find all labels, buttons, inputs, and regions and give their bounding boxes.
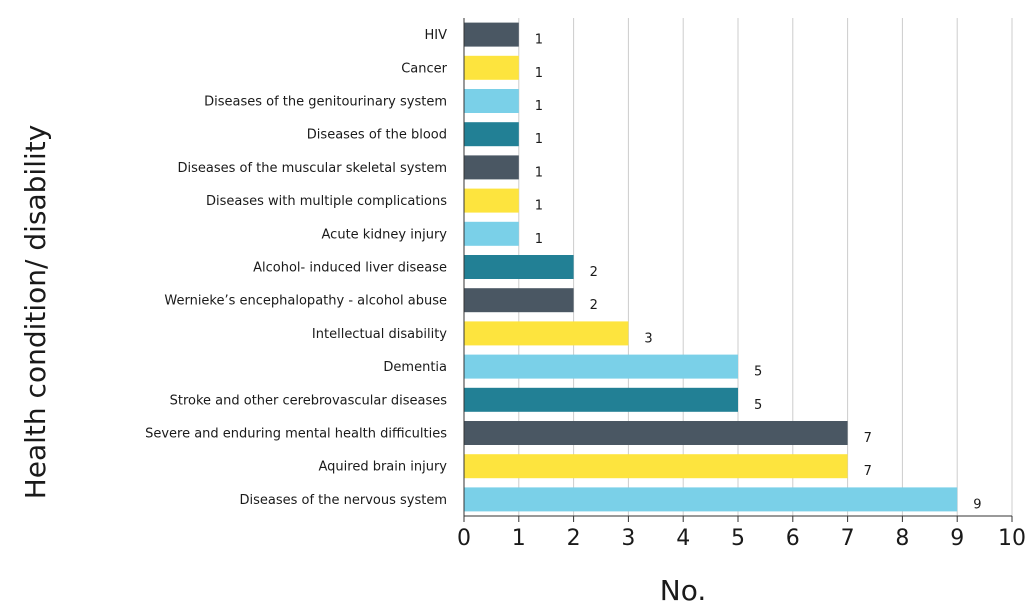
- bar: [464, 122, 519, 147]
- data-label: 5: [754, 365, 762, 380]
- x-tick-label: 9: [950, 526, 964, 551]
- x-tick-label: 1: [512, 526, 526, 551]
- x-tick-label: 5: [731, 526, 745, 551]
- bar: [464, 22, 519, 47]
- category-label: Stroke and other cerebrovascular disease…: [170, 393, 448, 408]
- data-label: 2: [590, 265, 598, 280]
- bar: [464, 221, 519, 246]
- bar: [464, 387, 738, 412]
- data-label: 3: [644, 331, 652, 346]
- x-tick-label: 7: [841, 526, 855, 551]
- category-label: Severe and enduring mental health diffic…: [145, 427, 447, 442]
- data-label: 1: [535, 33, 543, 48]
- data-label: 2: [590, 298, 598, 313]
- x-tick-label: 10: [998, 526, 1026, 551]
- x-tick-label: 0: [457, 526, 471, 551]
- category-label: Diseases of the blood: [307, 128, 447, 143]
- data-label: 1: [535, 232, 543, 247]
- category-label: Acute kidney injury: [322, 227, 448, 242]
- bar: [464, 321, 629, 346]
- data-label: 1: [535, 66, 543, 81]
- category-label: Dementia: [383, 360, 447, 375]
- bars: [464, 22, 958, 512]
- x-tick-label: 2: [567, 526, 581, 551]
- data-label: 9: [973, 497, 981, 512]
- x-tick-label: 4: [676, 526, 690, 551]
- bar: [464, 155, 519, 180]
- data-label: 1: [535, 199, 543, 214]
- bar: [464, 55, 519, 80]
- labels: 0 1 2 3 4 5 6 7 8 9 10 HIV 1 Cancer 1 Diseases of the g…: [145, 28, 1026, 551]
- category-label: Wernieke’s encephalopathy - alcohol abus…: [164, 294, 447, 309]
- category-label: Diseases with multiple complications: [206, 194, 447, 209]
- data-label: 1: [535, 165, 543, 180]
- category-label: Alcohol- induced liver disease: [253, 261, 447, 276]
- bar: [464, 421, 848, 445]
- category-label: Diseases of the genitourinary system: [204, 95, 447, 110]
- category-label: Aquired brain injury: [319, 460, 448, 475]
- category-label: Intellectual disability: [312, 327, 447, 342]
- bar: [464, 487, 958, 512]
- x-tick-label: 8: [895, 526, 909, 551]
- category-label: Diseases of the muscular skeletal system: [177, 161, 447, 176]
- data-label: 1: [535, 99, 543, 114]
- data-label: 5: [754, 398, 762, 413]
- bar: [464, 288, 574, 313]
- category-label: HIV: [424, 28, 447, 43]
- bar: [464, 188, 519, 213]
- bar: [464, 354, 738, 379]
- bar: [464, 89, 519, 113]
- y-axis-title: Health condition/ disability: [19, 125, 52, 500]
- data-label: 7: [864, 464, 872, 479]
- data-label: 1: [535, 132, 543, 147]
- category-label: Diseases of the nervous system: [239, 493, 447, 508]
- data-label: 7: [864, 431, 872, 446]
- bar: [464, 255, 574, 279]
- x-tick-label: 6: [786, 526, 800, 551]
- grid-lines: [518, 18, 1013, 516]
- x-tick-label: 3: [621, 526, 635, 551]
- bar: [464, 454, 848, 479]
- category-label: Cancer: [401, 61, 447, 76]
- axes: [463, 18, 1013, 522]
- x-axis-title: No.: [660, 574, 706, 607]
